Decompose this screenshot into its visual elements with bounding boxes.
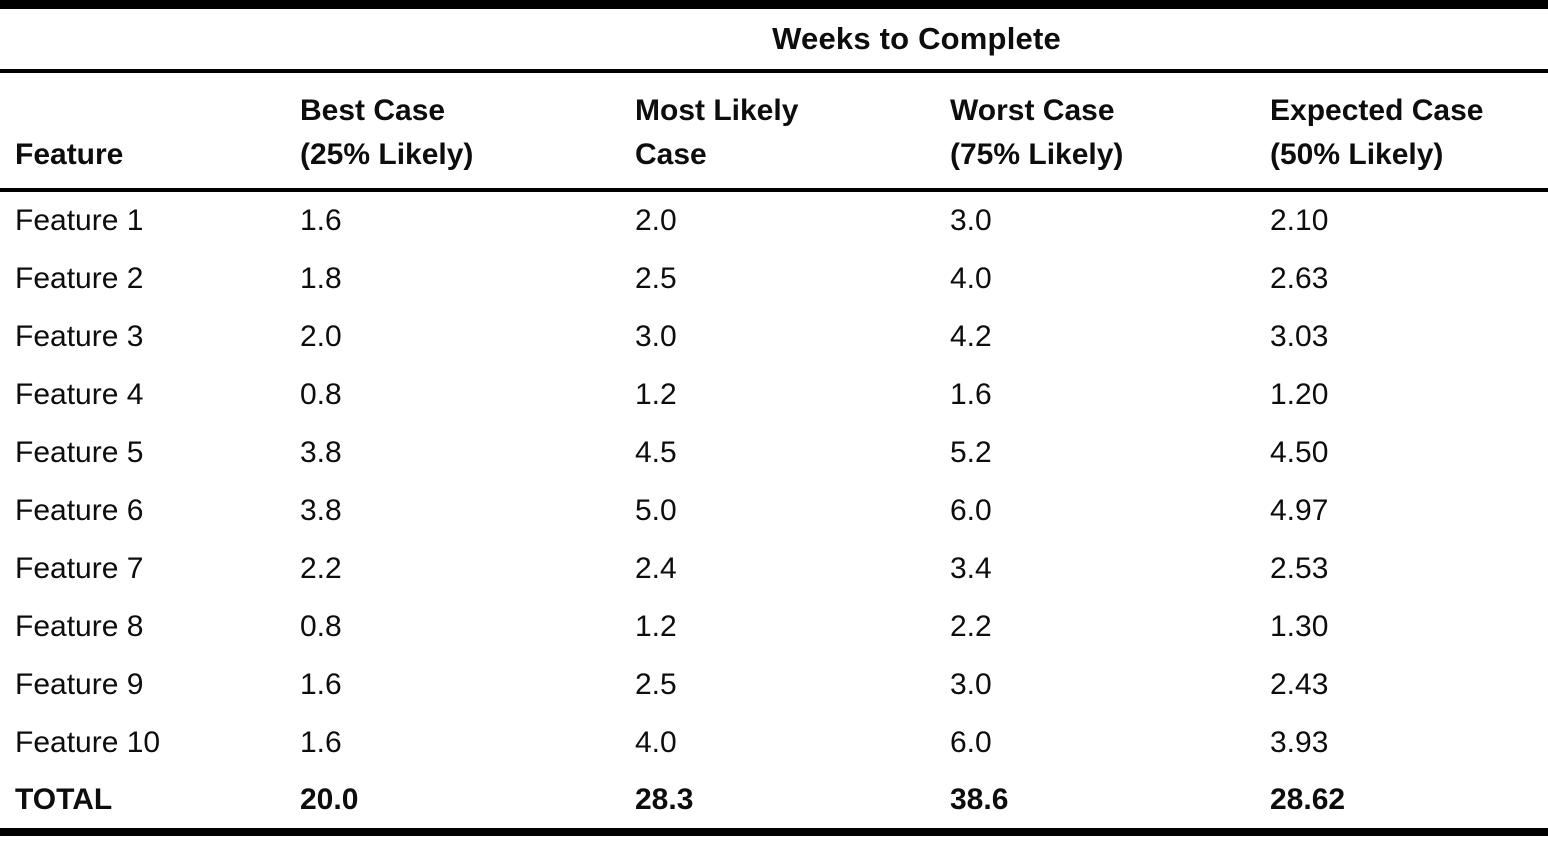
table-row: Feature 8 0.8 1.2 2.2 1.30 — [0, 598, 1548, 656]
most-likely-case-cell: 3.0 — [635, 320, 677, 353]
expected-case-cell: 2.10 — [1270, 204, 1329, 237]
table-row: Feature 2 1.8 2.5 4.0 2.63 — [0, 250, 1548, 308]
best-case-cell: 20.0 — [300, 783, 359, 816]
worst-case-cell: 4.0 — [950, 262, 992, 295]
most-likely-case-cell: 2.0 — [635, 204, 677, 237]
feature-cell: Feature 10 — [15, 726, 161, 759]
expected-case-cell: 1.20 — [1270, 378, 1329, 411]
feature-cell: TOTAL — [15, 783, 113, 816]
column-header-most-likely-case: Most Likely Case — [620, 71, 935, 192]
best-case-cell: 0.8 — [300, 610, 342, 643]
column-header-label: Case — [635, 137, 707, 171]
worst-case-cell: 6.0 — [950, 494, 992, 527]
expected-case-cell: 3.03 — [1270, 320, 1329, 353]
best-case-cell: 3.8 — [300, 494, 342, 527]
worst-case-cell: 4.2 — [950, 320, 992, 353]
best-case-cell: 2.0 — [300, 320, 342, 353]
worst-case-cell: 3.0 — [950, 204, 992, 237]
best-case-cell: 1.6 — [300, 726, 342, 759]
expected-case-cell: 4.97 — [1270, 494, 1329, 527]
best-case-cell: 1.6 — [300, 668, 342, 701]
best-case-cell: 3.8 — [300, 436, 342, 469]
most-likely-case-cell: 5.0 — [635, 494, 677, 527]
spanner-row: Weeks to Complete — [0, 4, 1548, 73]
worst-case-cell: 3.4 — [950, 552, 992, 585]
most-likely-case-cell: 2.4 — [635, 552, 677, 585]
table-title: Weeks to Complete — [285, 4, 1548, 73]
column-header-label: Most Likely — [635, 94, 799, 127]
best-case-cell: 1.6 — [300, 204, 342, 237]
feature-cell: Feature 2 — [15, 262, 144, 295]
worst-case-cell: 2.2 — [950, 610, 992, 643]
table-row: Feature 3 2.0 3.0 4.2 3.03 — [0, 308, 1548, 366]
table-row: Feature 7 2.2 2.4 3.4 2.53 — [0, 540, 1548, 598]
table-row: Feature 9 1.6 2.5 3.0 2.43 — [0, 656, 1548, 714]
expected-case-cell: 2.53 — [1270, 552, 1329, 585]
table-row: Feature 1 1.6 2.0 3.0 2.10 — [0, 190, 1548, 250]
expected-case-cell: 4.50 — [1270, 436, 1329, 469]
feature-cell: Feature 3 — [15, 320, 144, 353]
feature-cell: Feature 6 — [15, 494, 144, 527]
column-header-label: Best Case — [300, 94, 446, 127]
column-header-feature: Feature — [0, 71, 285, 192]
column-header-row: Feature Best Case (25% Likely) Most Like… — [0, 71, 1548, 192]
feature-cell: Feature 1 — [15, 204, 144, 237]
expected-case-cell: 3.93 — [1270, 726, 1329, 759]
worst-case-cell: 6.0 — [950, 726, 992, 759]
feature-cell: Feature 4 — [15, 378, 144, 411]
table-row: Feature 10 1.6 4.0 6.0 3.93 — [0, 714, 1548, 772]
most-likely-case-cell: 1.2 — [635, 378, 677, 411]
best-case-cell: 2.2 — [300, 552, 342, 585]
best-case-cell: 1.8 — [300, 262, 342, 295]
table-row: TOTAL 20.0 28.3 38.6 28.62 — [0, 772, 1548, 832]
column-header-best-case: Best Case (25% Likely) — [285, 71, 620, 192]
spanner-spacer — [0, 4, 285, 73]
column-header-label: Expected Case — [1270, 94, 1484, 127]
feature-cell: Feature 8 — [15, 610, 144, 643]
column-header-label: (75% Likely) — [950, 137, 1124, 171]
table-body: Feature 1 1.6 2.0 3.0 2.10 Feature 2 1.8… — [0, 190, 1548, 832]
expected-case-cell: 2.43 — [1270, 668, 1329, 701]
worst-case-cell: 1.6 — [950, 378, 992, 411]
table-row: Feature 6 3.8 5.0 6.0 4.97 — [0, 482, 1548, 540]
feature-cell: Feature 9 — [15, 668, 144, 701]
column-header-label: (25% Likely) — [300, 137, 474, 171]
table-row: Feature 4 0.8 1.2 1.6 1.20 — [0, 366, 1548, 424]
most-likely-case-cell: 2.5 — [635, 668, 677, 701]
most-likely-case-cell: 4.0 — [635, 726, 677, 759]
expected-case-cell: 28.62 — [1270, 783, 1346, 816]
column-header-label: Worst Case — [950, 94, 1115, 127]
expected-case-cell: 1.30 — [1270, 610, 1329, 643]
worst-case-cell: 3.0 — [950, 668, 992, 701]
column-header-label: (50% Likely) — [1270, 137, 1444, 171]
worst-case-cell: 38.6 — [950, 783, 1009, 816]
worst-case-cell: 5.2 — [950, 436, 992, 469]
expected-case-cell: 2.63 — [1270, 262, 1329, 295]
feature-cell: Feature 7 — [15, 552, 144, 585]
column-header-label: Feature — [15, 137, 124, 171]
most-likely-case-cell: 4.5 — [635, 436, 677, 469]
most-likely-case-cell: 28.3 — [635, 783, 694, 816]
column-header-expected-case: Expected Case (50% Likely) — [1255, 71, 1548, 192]
most-likely-case-cell: 1.2 — [635, 610, 677, 643]
feature-cell: Feature 5 — [15, 436, 144, 469]
column-header-worst-case: Worst Case (75% Likely) — [935, 71, 1255, 192]
table-row: Feature 5 3.8 4.5 5.2 4.50 — [0, 424, 1548, 482]
most-likely-case-cell: 2.5 — [635, 262, 677, 295]
best-case-cell: 0.8 — [300, 378, 342, 411]
